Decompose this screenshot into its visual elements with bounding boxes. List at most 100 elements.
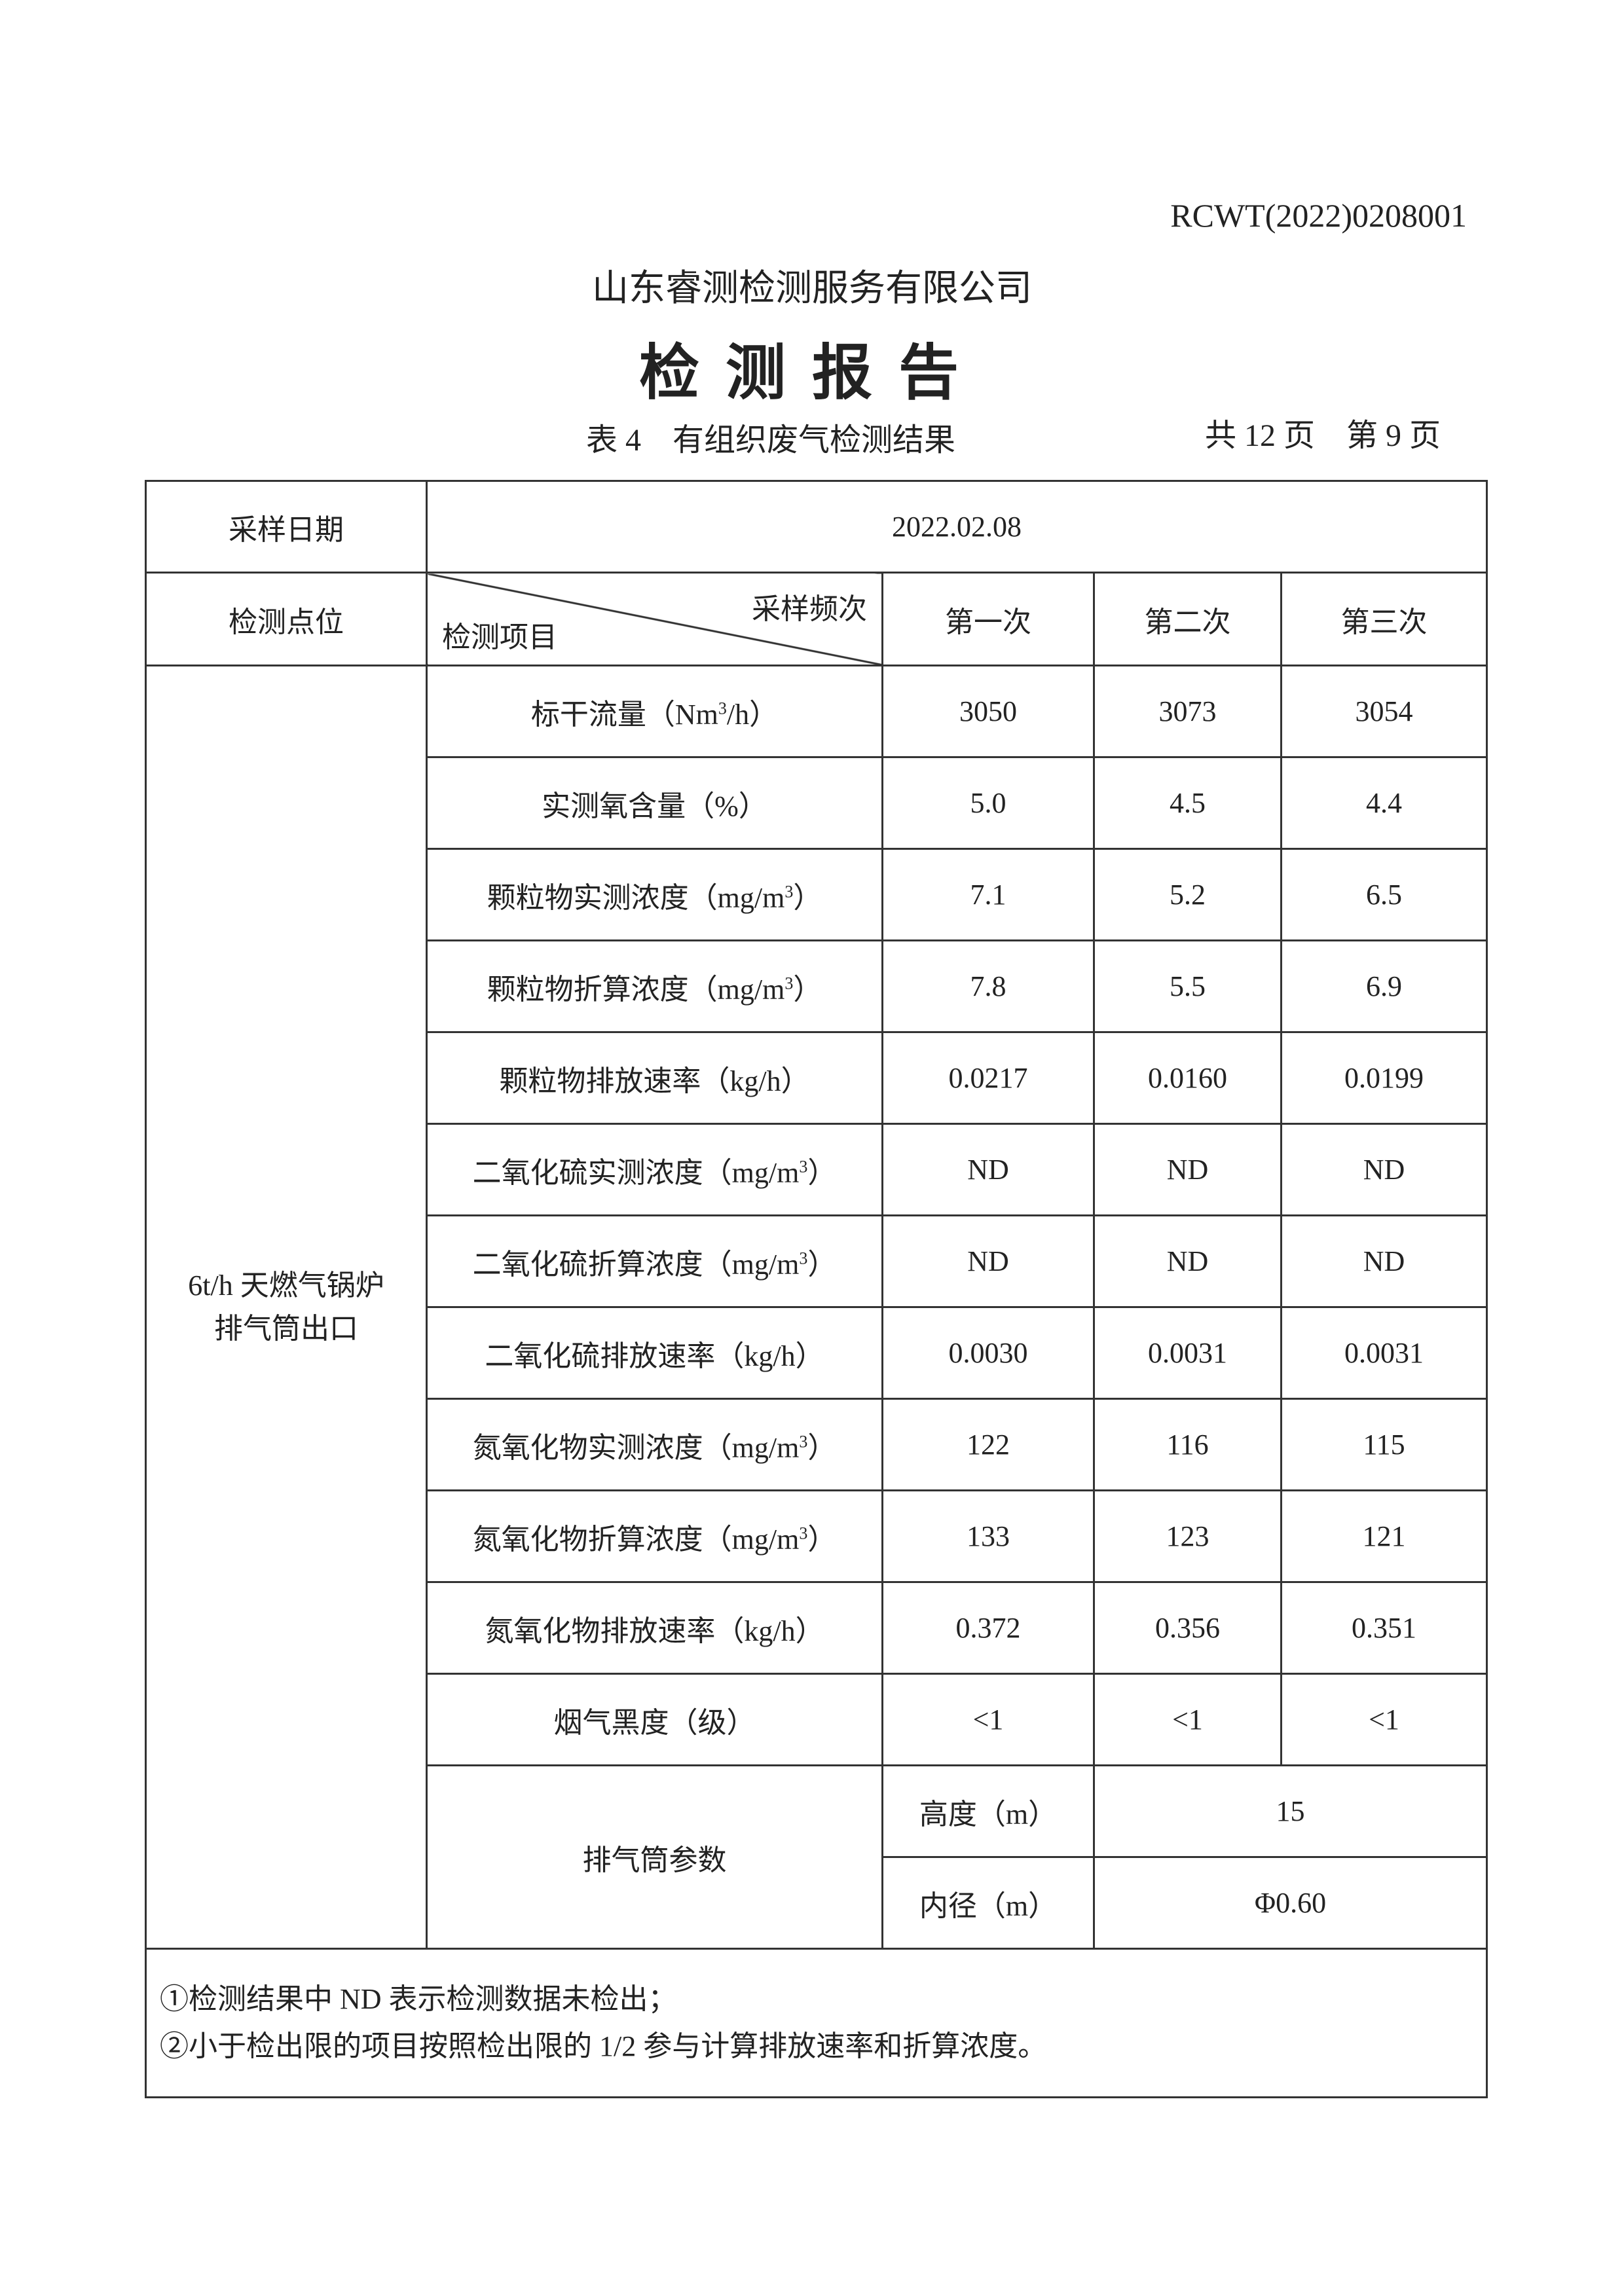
value-cell: 7.1 bbox=[881, 848, 1095, 941]
value-cell: 6.5 bbox=[1280, 848, 1488, 941]
table-caption: 表 4 有组织废气检测结果 bbox=[586, 423, 956, 458]
item-tail: ） bbox=[807, 1431, 837, 1464]
item-sup: 3 bbox=[799, 1431, 808, 1451]
table-row: 氮氧化物实测浓度（mg/m3） 122 116 115 bbox=[146, 1398, 1488, 1491]
stack-diameter-label: 内径（m） bbox=[881, 1856, 1095, 1950]
item-sup: 3 bbox=[799, 1248, 808, 1267]
item-text: 氮氧化物实测浓度（mg/m bbox=[472, 1431, 800, 1464]
item-text: 颗粒物排放速率（kg/h） bbox=[499, 1065, 810, 1097]
date-row: 采样日期 2022.02.08 bbox=[145, 480, 1488, 574]
table-row: 实测氧含量（%） 5.0 4.5 4.4 bbox=[146, 756, 1488, 850]
item-name: 颗粒物排放速率（kg/h） bbox=[426, 1031, 883, 1125]
stack-label: 排气筒参数 bbox=[426, 1764, 883, 1950]
table-row: 氮氧化物排放速率（kg/h） 0.372 0.356 0.351 bbox=[146, 1581, 1488, 1675]
point-label: 检测点位 bbox=[145, 572, 428, 666]
value-cell: <1 bbox=[1280, 1673, 1488, 1766]
item-name: 氮氧化物排放速率（kg/h） bbox=[426, 1581, 883, 1675]
value-cell: 0.0031 bbox=[1093, 1306, 1282, 1400]
value-cell: 116 bbox=[1093, 1398, 1282, 1491]
item-text: 标干流量（Nm bbox=[530, 698, 718, 731]
value-cell: 0.0031 bbox=[1280, 1306, 1488, 1400]
item-text: 颗粒物折算浓度（mg/m bbox=[487, 973, 785, 1006]
item-name: 氮氧化物实测浓度（mg/m3） bbox=[426, 1398, 883, 1491]
note: ①检测结果中 ND 表示检测数据未检出； bbox=[160, 1983, 677, 2015]
item-text: 氮氧化物折算浓度（mg/m bbox=[472, 1523, 800, 1556]
item-name: 实测氧含量（%） bbox=[426, 756, 883, 850]
value-cell: ND bbox=[1093, 1123, 1282, 1216]
value-cell: 123 bbox=[1093, 1489, 1282, 1583]
item-tail: ） bbox=[807, 1156, 837, 1189]
report-title: 检测报告 bbox=[638, 340, 985, 407]
item-label: 检测项目 bbox=[442, 621, 557, 653]
freq-label: 采样频次 bbox=[752, 593, 867, 625]
value-cell: 0.356 bbox=[1093, 1581, 1282, 1675]
date-label: 采样日期 bbox=[145, 480, 428, 574]
results-table: 采样日期 2022.02.08 检测点位 采样频次 检测项目 第一次 第二次 第… bbox=[145, 480, 1488, 2098]
table-row: 二氧化硫折算浓度（mg/m3） ND ND ND bbox=[146, 1214, 1488, 1308]
table-row: 氮氧化物折算浓度（mg/m3） 133 123 121 bbox=[146, 1489, 1488, 1583]
value-cell: <1 bbox=[1093, 1673, 1282, 1766]
point-name-line: 6t/h 天燃气锅炉 bbox=[188, 1269, 384, 1302]
value-cell: ND bbox=[881, 1214, 1095, 1308]
item-name: 颗粒物折算浓度（mg/m3） bbox=[426, 939, 883, 1033]
diagonal-header-cell: 采样频次 检测项目 bbox=[426, 572, 883, 666]
item-text: 烟气黑度（级） bbox=[553, 1706, 756, 1739]
table-row: 颗粒物实测浓度（mg/m3） 7.1 5.2 6.5 bbox=[146, 848, 1488, 941]
item-sup: 3 bbox=[799, 1156, 808, 1176]
item-text: 二氧化硫实测浓度（mg/m bbox=[472, 1156, 800, 1189]
item-sup: 3 bbox=[718, 698, 727, 718]
item-text: 二氧化硫排放速率（kg/h） bbox=[485, 1339, 824, 1372]
stack-row: 排气筒参数 高度（m） 15 bbox=[146, 1764, 1488, 1950]
company-name: 山东睿测检测服务有限公司 bbox=[592, 268, 1032, 309]
report-number: RCWT(2022)0208001 bbox=[1170, 197, 1467, 234]
item-sup: 3 bbox=[799, 1523, 808, 1542]
value-cell: ND bbox=[1280, 1214, 1488, 1308]
value-cell: 0.372 bbox=[881, 1581, 1095, 1675]
value-cell: 115 bbox=[1280, 1398, 1488, 1491]
item-text: 氮氧化物排放速率（kg/h） bbox=[485, 1614, 824, 1647]
item-tail: ） bbox=[807, 1523, 837, 1556]
item-text: 二氧化硫折算浓度（mg/m bbox=[472, 1248, 800, 1281]
stack-diameter-value: Φ0.60 bbox=[1093, 1856, 1488, 1950]
value-cell: ND bbox=[881, 1123, 1095, 1216]
table-row: 6t/h 天燃气锅炉 排气筒出口 标干流量（Nm3/h） 3050 3073 3054 bbox=[145, 665, 1488, 1950]
item-name: 二氧化硫折算浓度（mg/m3） bbox=[426, 1214, 883, 1308]
value-cell: 0.351 bbox=[1280, 1581, 1488, 1675]
value-cell: 5.0 bbox=[881, 756, 1095, 850]
value-cell: 121 bbox=[1280, 1489, 1488, 1583]
date-value: 2022.02.08 bbox=[426, 480, 1488, 574]
notes: ①检测结果中 ND 表示检测数据未检出； ②小于检出限的项目按照检出限的 1/2 … bbox=[145, 1948, 1488, 2098]
value-cell: 3054 bbox=[1280, 665, 1488, 758]
value-cell: ND bbox=[1280, 1123, 1488, 1216]
item-text: 颗粒物实测浓度（mg/m bbox=[487, 881, 785, 914]
value-cell: 0.0160 bbox=[1093, 1031, 1282, 1125]
column-header: 第三次 bbox=[1280, 572, 1488, 666]
value-cell: 0.0199 bbox=[1280, 1031, 1488, 1125]
item-name: 二氧化硫实测浓度（mg/m3） bbox=[426, 1123, 883, 1216]
point-name-line: 排气筒出口 bbox=[214, 1312, 358, 1345]
value-cell: 133 bbox=[881, 1489, 1095, 1583]
value-cell: 5.2 bbox=[1093, 848, 1282, 941]
value-cell: 4.5 bbox=[1093, 756, 1282, 850]
item-tail: ） bbox=[793, 973, 822, 1006]
point-name: 6t/h 天燃气锅炉 排气筒出口 bbox=[145, 665, 428, 1950]
column-header: 第二次 bbox=[1093, 572, 1282, 666]
value-cell: 5.5 bbox=[1093, 939, 1282, 1033]
stack-height-value: 15 bbox=[1093, 1764, 1488, 1858]
column-header: 第一次 bbox=[881, 572, 1095, 666]
value-cell: <1 bbox=[881, 1673, 1095, 1766]
value-cell: 6.9 bbox=[1280, 939, 1488, 1033]
stack-height-label: 高度（m） bbox=[881, 1764, 1095, 1858]
table-row: 颗粒物折算浓度（mg/m3） 7.8 5.5 6.9 bbox=[146, 939, 1488, 1033]
item-name: 颗粒物实测浓度（mg/m3） bbox=[426, 848, 883, 941]
table-row: 二氧化硫排放速率（kg/h） 0.0030 0.0031 0.0031 bbox=[146, 1306, 1488, 1400]
item-name: 二氧化硫排放速率（kg/h） bbox=[426, 1306, 883, 1400]
item-name: 烟气黑度（级） bbox=[426, 1673, 883, 1766]
stack-row: 内径（m） Φ0.60 bbox=[146, 1856, 1488, 1950]
value-cell: 3050 bbox=[881, 665, 1095, 758]
value-cell: 0.0030 bbox=[881, 1306, 1095, 1400]
header-row: 检测点位 采样频次 检测项目 第一次 第二次 第三次 bbox=[145, 572, 1488, 666]
value-cell: 4.4 bbox=[1280, 756, 1488, 850]
value-cell: 122 bbox=[881, 1398, 1095, 1491]
item-tail: ） bbox=[793, 881, 822, 914]
